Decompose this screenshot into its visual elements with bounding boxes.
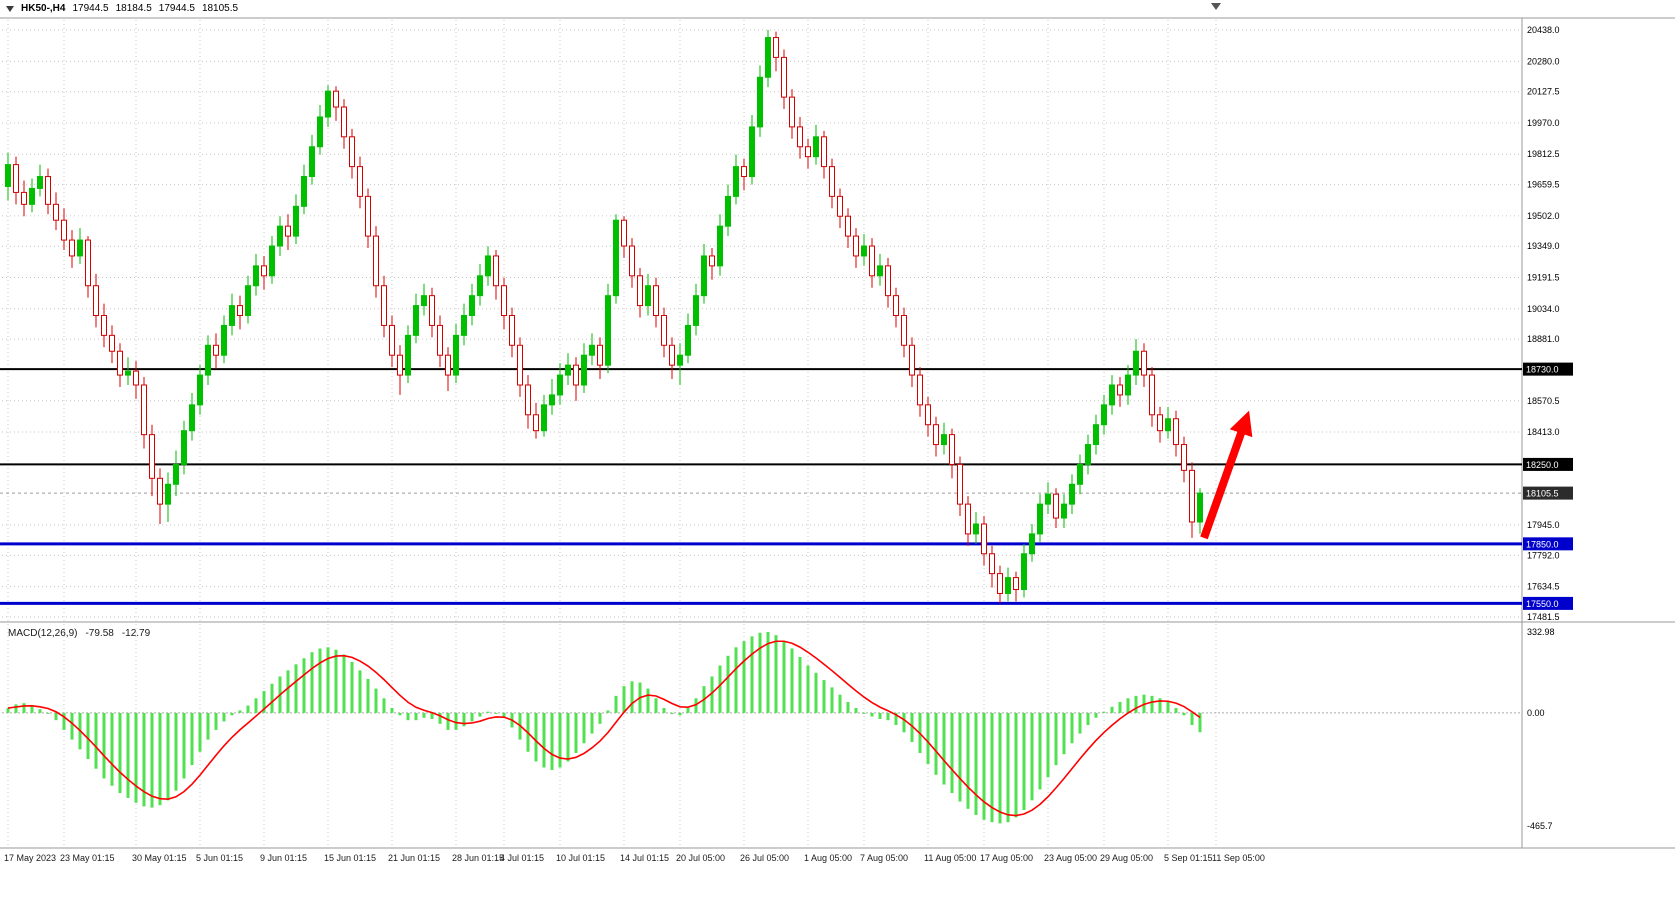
- ohlc-open-value: 17944.5: [72, 3, 109, 14]
- svg-text:30 May 01:15: 30 May 01:15: [132, 853, 187, 863]
- svg-text:0.00: 0.00: [1527, 708, 1545, 718]
- svg-text:19034.0: 19034.0: [1527, 304, 1560, 314]
- svg-text:20280.0: 20280.0: [1527, 56, 1560, 66]
- svg-text:18730.0: 18730.0: [1526, 365, 1559, 375]
- svg-text:11 Sep 05:00: 11 Sep 05:00: [1212, 853, 1265, 863]
- svg-text:18570.5: 18570.5: [1527, 396, 1560, 406]
- svg-text:14 Jul 01:15: 14 Jul 01:15: [620, 853, 669, 863]
- ohlc-high-value: 18184.5: [115, 3, 152, 14]
- macd-signal-line: [7, 640, 1201, 817]
- chart-shift-marker: [1211, 3, 1221, 10]
- time-axis[interactable]: 17 May 2023 23 May 01:15 30 May 01:15 5 Jun…: [4, 853, 1265, 863]
- svg-text:28 Jun 01:15: 28 Jun 01:15: [452, 853, 504, 863]
- svg-text:17850.0: 17850.0: [1526, 539, 1559, 549]
- svg-text:17 May 2023: 17 May 2023: [4, 853, 56, 863]
- svg-text:19191.5: 19191.5: [1527, 272, 1560, 282]
- svg-text:18105.5: 18105.5: [1526, 489, 1559, 499]
- macd-signal-value: -12.79: [121, 628, 151, 639]
- svg-text:17792.0: 17792.0: [1527, 550, 1560, 560]
- symbol-dropdown-icon[interactable]: [6, 5, 14, 12]
- svg-text:19659.5: 19659.5: [1527, 180, 1560, 190]
- svg-text:4 Jul 01:15: 4 Jul 01:15: [500, 853, 544, 863]
- macd-name: MACD(12,26,9): [8, 628, 78, 639]
- svg-text:20127.5: 20127.5: [1527, 87, 1560, 97]
- svg-text:23 Aug 05:00: 23 Aug 05:00: [1044, 853, 1097, 863]
- candlesticks: [5, 30, 1203, 604]
- macd-histogram: [6, 631, 1202, 824]
- svg-text:17634.5: 17634.5: [1527, 582, 1560, 592]
- ohlc-close-value: 18105.5: [201, 3, 239, 14]
- svg-text:20 Jul 05:00: 20 Jul 05:00: [676, 853, 725, 863]
- horizontal-level-lines[interactable]: [0, 368, 1522, 605]
- svg-text:5 Sep 01:15: 5 Sep 01:15: [1164, 853, 1213, 863]
- svg-text:17550.0: 17550.0: [1526, 599, 1559, 609]
- svg-text:332.98: 332.98: [1527, 627, 1555, 637]
- symbol-period-label: HK50-,H4: [21, 3, 66, 14]
- svg-text:20438.0: 20438.0: [1527, 25, 1560, 35]
- svg-text:19349.0: 19349.0: [1527, 241, 1560, 251]
- svg-text:15 Jun 01:15: 15 Jun 01:15: [324, 853, 376, 863]
- svg-text:10 Jul 01:15: 10 Jul 01:15: [556, 853, 605, 863]
- svg-text:19970.0: 19970.0: [1527, 118, 1560, 128]
- svg-text:29 Aug 05:00: 29 Aug 05:00: [1100, 853, 1153, 863]
- svg-text:-465.7: -465.7: [1527, 821, 1553, 831]
- symbol-info-bar: HK50-,H4 17944.5 18184.5 17944.5 18105.5: [6, 3, 238, 14]
- svg-text:7 Aug 05:00: 7 Aug 05:00: [860, 853, 908, 863]
- macd-indicator-label: MACD(12,26,9) -79.58 -12.79: [8, 628, 150, 639]
- svg-text:11 Aug 05:00: 11 Aug 05:00: [924, 853, 976, 863]
- svg-text:18250.0: 18250.0: [1526, 460, 1559, 470]
- svg-text:23 May 01:15: 23 May 01:15: [60, 853, 115, 863]
- svg-text:21 Jun 01:15: 21 Jun 01:15: [388, 853, 440, 863]
- macd-main-value: -79.58: [85, 628, 114, 639]
- pane-borders: [0, 17, 1675, 849]
- svg-text:1 Aug 05:00: 1 Aug 05:00: [804, 853, 852, 863]
- svg-text:5 Jun 01:15: 5 Jun 01:15: [196, 853, 243, 863]
- svg-text:26 Jul 05:00: 26 Jul 05:00: [740, 853, 789, 863]
- svg-text:17481.5: 17481.5: [1527, 612, 1560, 622]
- svg-text:19502.0: 19502.0: [1527, 211, 1560, 221]
- svg-text:18413.0: 18413.0: [1527, 427, 1560, 437]
- svg-text:18881.0: 18881.0: [1527, 334, 1560, 344]
- svg-text:9 Jun 01:15: 9 Jun 01:15: [260, 853, 307, 863]
- svg-text:17 Aug 05:00: 17 Aug 05:00: [980, 853, 1033, 863]
- trend-arrow-annotation[interactable]: [1200, 410, 1253, 540]
- grid-lines: [2, 20, 1520, 848]
- ohlc-low-value: 17944.5: [158, 3, 195, 14]
- svg-text:19812.5: 19812.5: [1527, 149, 1560, 159]
- svg-text:17945.0: 17945.0: [1527, 520, 1560, 530]
- price-axis[interactable]: 20438.0 20280.0 20127.5 19970.0 19812.5 19659…: [1523, 25, 1573, 831]
